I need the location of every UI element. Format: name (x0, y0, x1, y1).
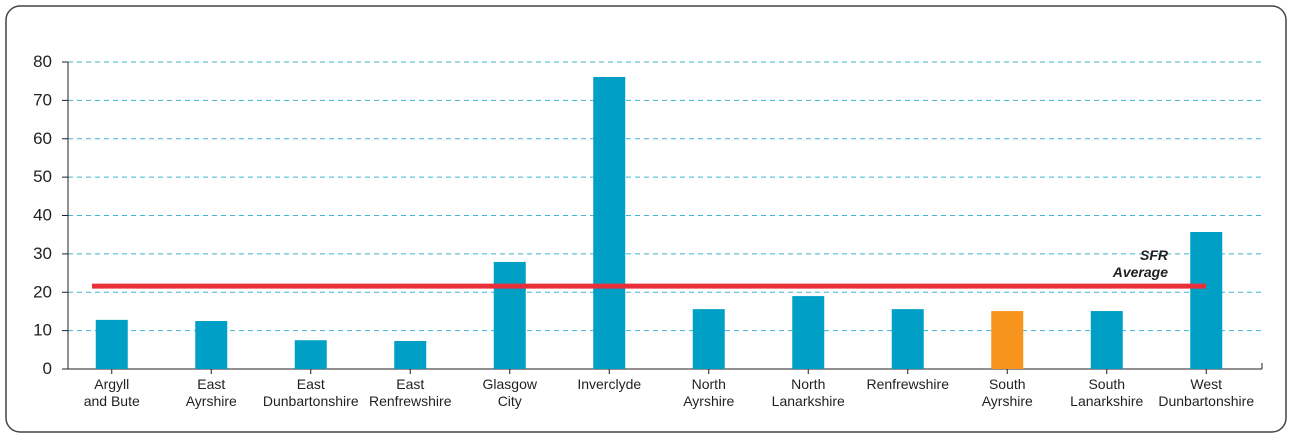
y-tick-label: 80 (33, 52, 52, 71)
bar (692, 309, 725, 369)
y-tick-label: 50 (33, 167, 52, 186)
x-tick-label: West (1190, 376, 1222, 392)
bar (1090, 311, 1123, 369)
x-tick-label: Renfrewshire (867, 376, 950, 392)
x-tick-label: North (791, 376, 825, 392)
bar (891, 309, 924, 369)
y-tick-label: 60 (33, 129, 52, 148)
x-tick-label: Ayrshire (186, 393, 237, 409)
x-tick-label: East (197, 376, 225, 392)
x-tick-label: East (396, 376, 424, 392)
reference-label: Average (1112, 264, 1168, 280)
reference-label: SFR (1140, 247, 1169, 263)
x-tick-label: South (989, 376, 1026, 392)
x-tick-label: East (297, 376, 325, 392)
x-tick-label: Ayrshire (683, 393, 734, 409)
bar (593, 76, 626, 369)
y-tick-label: 20 (33, 282, 52, 301)
bar (792, 296, 825, 369)
x-tick-label: Lanarkshire (1070, 393, 1143, 409)
x-tick-label: City (498, 393, 522, 409)
y-tick-label: 10 (33, 321, 52, 340)
x-tick-label: Lanarkshire (772, 393, 845, 409)
x-tick-label: Dunbartonshire (263, 393, 359, 409)
x-tick-label: and Bute (84, 393, 140, 409)
y-tick-label: 0 (43, 359, 52, 378)
x-tick-label: Dunbartonshire (1158, 393, 1254, 409)
bar (1190, 232, 1223, 369)
bar (493, 261, 526, 369)
bar (394, 340, 427, 369)
x-tick-label: Argyll (94, 376, 129, 392)
x-tick-label: Inverclyde (577, 376, 641, 392)
bar (991, 311, 1024, 369)
x-tick-label: South (1088, 376, 1125, 392)
bar (95, 319, 128, 369)
y-tick-label: 40 (33, 206, 52, 225)
frame (5, 5, 1287, 433)
x-tick-label: Renfrewshire (369, 393, 452, 409)
x-tick-label: Glasgow (483, 376, 538, 392)
bar (294, 340, 327, 369)
y-tick-label: 30 (33, 244, 52, 263)
bar (195, 321, 228, 369)
x-tick-label: North (692, 376, 726, 392)
y-tick-label: 70 (33, 90, 52, 109)
x-tick-label: Ayrshire (982, 393, 1033, 409)
